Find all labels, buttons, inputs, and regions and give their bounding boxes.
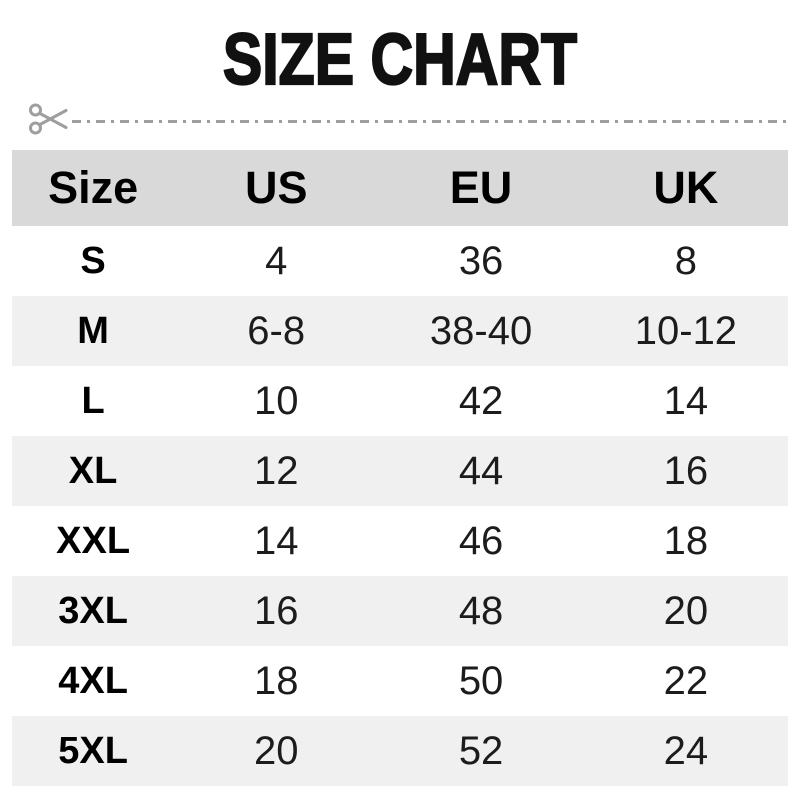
us-cell: 6-8 [247, 308, 306, 353]
table-row: XXL 14 46 18 [12, 506, 788, 576]
table-row: M 6-8 38-40 10-12 [12, 296, 788, 366]
column-header-size: Size [48, 162, 139, 213]
size-cell: 3XL [58, 589, 128, 632]
table-row: 3XL 16 48 20 [12, 576, 788, 646]
us-cell: 4 [265, 238, 288, 283]
table-row: 5XL 20 52 24 [12, 716, 788, 786]
table-row: L 10 42 14 [12, 366, 788, 436]
us-cell: 14 [253, 518, 299, 563]
size-cell: XL [68, 449, 118, 492]
us-cell: 18 [253, 658, 299, 703]
table-row: XL 12 44 16 [12, 436, 788, 506]
uk-cell: 20 [663, 588, 709, 633]
eu-cell: 48 [458, 588, 504, 633]
size-cell: XXL [56, 519, 131, 562]
us-cell: 16 [253, 588, 299, 633]
uk-cell: 18 [663, 518, 709, 563]
size-cell: 5XL [58, 729, 128, 772]
us-cell: 12 [253, 448, 299, 493]
size-cell: 4XL [58, 659, 128, 702]
table-row: S 4 36 8 [12, 226, 788, 296]
dashed-cut-rule [72, 119, 788, 123]
uk-cell: 14 [663, 378, 709, 423]
uk-cell: 8 [674, 238, 698, 283]
eu-cell: 50 [458, 658, 504, 703]
us-cell: 10 [253, 378, 299, 423]
table-body: S 4 36 8 M 6-8 38-40 10-12 L 10 42 14 XL… [12, 226, 788, 786]
size-cell: L [81, 379, 105, 422]
us-cell: 20 [253, 728, 299, 773]
uk-cell: 24 [663, 728, 709, 773]
cut-line [0, 103, 800, 139]
uk-cell: 16 [663, 448, 709, 493]
eu-cell: 42 [458, 378, 504, 423]
eu-cell: 36 [458, 238, 504, 283]
uk-cell: 22 [663, 658, 709, 703]
size-cell: M [77, 309, 109, 352]
eu-cell: 52 [458, 728, 504, 773]
page-title: SIZE CHART [222, 20, 578, 100]
table-row: 4XL 18 50 22 [12, 646, 788, 716]
table-header-row: Size US EU UK [12, 150, 788, 226]
uk-cell: 10-12 [634, 308, 738, 353]
column-header-eu: EU [449, 162, 513, 213]
size-cell: S [80, 239, 106, 282]
scissors-icon [28, 102, 68, 141]
column-header-us: US [244, 162, 308, 213]
size-table: Size US EU UK S 4 36 8 M 6-8 38-40 10-12… [12, 150, 788, 786]
eu-cell: 44 [458, 448, 504, 493]
eu-cell: 38-40 [429, 308, 533, 353]
eu-cell: 46 [458, 518, 504, 563]
column-header-uk: UK [653, 162, 719, 213]
